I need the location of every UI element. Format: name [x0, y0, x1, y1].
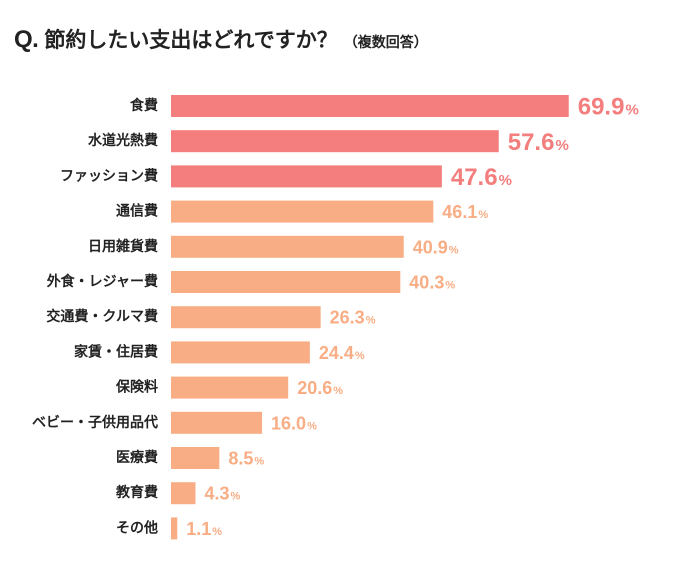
category-label: 通信費 [116, 203, 158, 220]
category-label: 家賃・住居費 [74, 343, 158, 360]
chart-title: Q. 節約したい支出はどれですか？ （複数回答） [14, 24, 428, 54]
value-number: 46.1 [442, 202, 477, 222]
value-number: 40.9 [413, 237, 448, 257]
value-label: 26.3% [330, 308, 376, 328]
category-label: 水道光熱費 [88, 132, 158, 149]
bar [171, 235, 404, 258]
question-note: （複数回答） [343, 35, 428, 51]
bar [171, 306, 321, 329]
category-label: 食費 [130, 97, 158, 114]
question-text: 節約したい支出はどれですか？ [44, 28, 338, 52]
category-label: その他 [116, 519, 158, 536]
value-label: 40.3% [409, 272, 455, 292]
bar [171, 200, 434, 223]
value-label: 16.0% [271, 413, 317, 433]
category-label: 交通費・クルマ費 [46, 308, 158, 325]
value-label: 47.6% [451, 164, 512, 191]
value-unit: % [366, 315, 376, 327]
category-label: 保険料 [115, 379, 158, 396]
value-label: 40.9% [413, 237, 459, 257]
value-number: 26.3 [330, 308, 365, 328]
value-unit: % [449, 244, 459, 256]
value-number: 20.6 [297, 378, 332, 398]
value-unit: % [625, 102, 638, 119]
value-number: 69.9 [578, 94, 625, 121]
bar [171, 130, 499, 153]
value-unit: % [254, 455, 264, 467]
value-label: 20.6% [297, 378, 343, 398]
value-unit: % [333, 385, 343, 397]
value-label: 1.1% [186, 519, 222, 539]
category-label: ファッション費 [60, 167, 158, 184]
value-number: 1.1 [186, 519, 211, 539]
value-unit: % [230, 491, 240, 503]
bar [171, 517, 178, 540]
value-label: 46.1% [442, 202, 488, 222]
value-unit: % [355, 350, 365, 362]
bar [171, 482, 196, 505]
value-unit: % [499, 172, 512, 189]
value-number: 24.4 [319, 343, 354, 363]
value-number: 4.3 [204, 484, 229, 504]
category-label: 医療費 [116, 449, 158, 466]
value-unit: % [478, 209, 488, 221]
value-number: 57.6 [508, 129, 555, 156]
category-label: ベビー・子供用品代 [32, 414, 158, 431]
value-unit: % [212, 526, 222, 538]
bar [171, 411, 263, 434]
bar [171, 341, 310, 364]
question-prefix: Q. [14, 26, 39, 53]
value-unit: % [307, 420, 317, 432]
value-label: 24.4% [319, 343, 365, 363]
value-unit: % [445, 279, 455, 291]
value-number: 8.5 [228, 448, 253, 468]
category-label: 日用雑貨費 [88, 238, 158, 255]
bar [171, 95, 569, 117]
value-number: 47.6 [451, 164, 498, 191]
value-label: 4.3% [204, 484, 240, 504]
value-label: 8.5% [228, 448, 264, 468]
value-unit: % [555, 137, 568, 154]
bar [171, 376, 289, 399]
bar [171, 165, 442, 188]
value-label: 57.6% [508, 129, 569, 156]
value-label: 69.9% [578, 94, 639, 121]
value-number: 40.3 [409, 272, 444, 292]
value-number: 16.0 [271, 413, 306, 433]
bar [171, 271, 401, 293]
category-label: 外食・レジャー費 [47, 273, 158, 290]
bar [171, 447, 220, 469]
category-label: 教育費 [116, 484, 158, 501]
